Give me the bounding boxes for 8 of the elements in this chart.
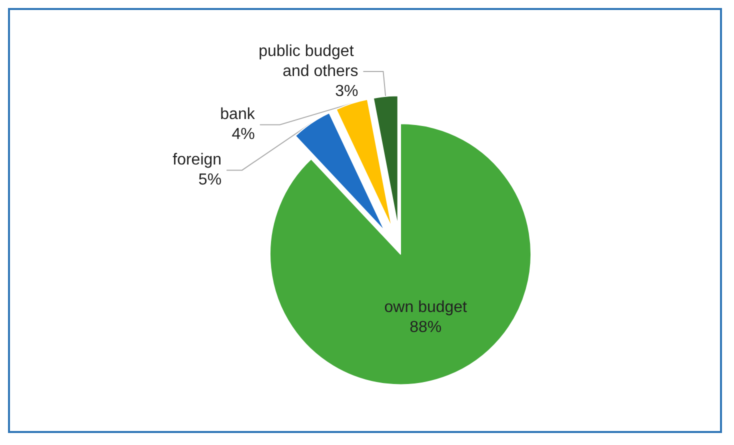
slice-label: own budget	[384, 299, 468, 316]
slice-label: bank	[220, 106, 256, 124]
data-label: 5%	[198, 172, 222, 189]
data-label: 4%	[232, 126, 255, 144]
data-label: 3%	[335, 82, 358, 100]
data-label: 88%	[410, 319, 442, 336]
slice-label: foreign	[172, 152, 222, 169]
slice-label: public budget and others	[258, 42, 358, 80]
